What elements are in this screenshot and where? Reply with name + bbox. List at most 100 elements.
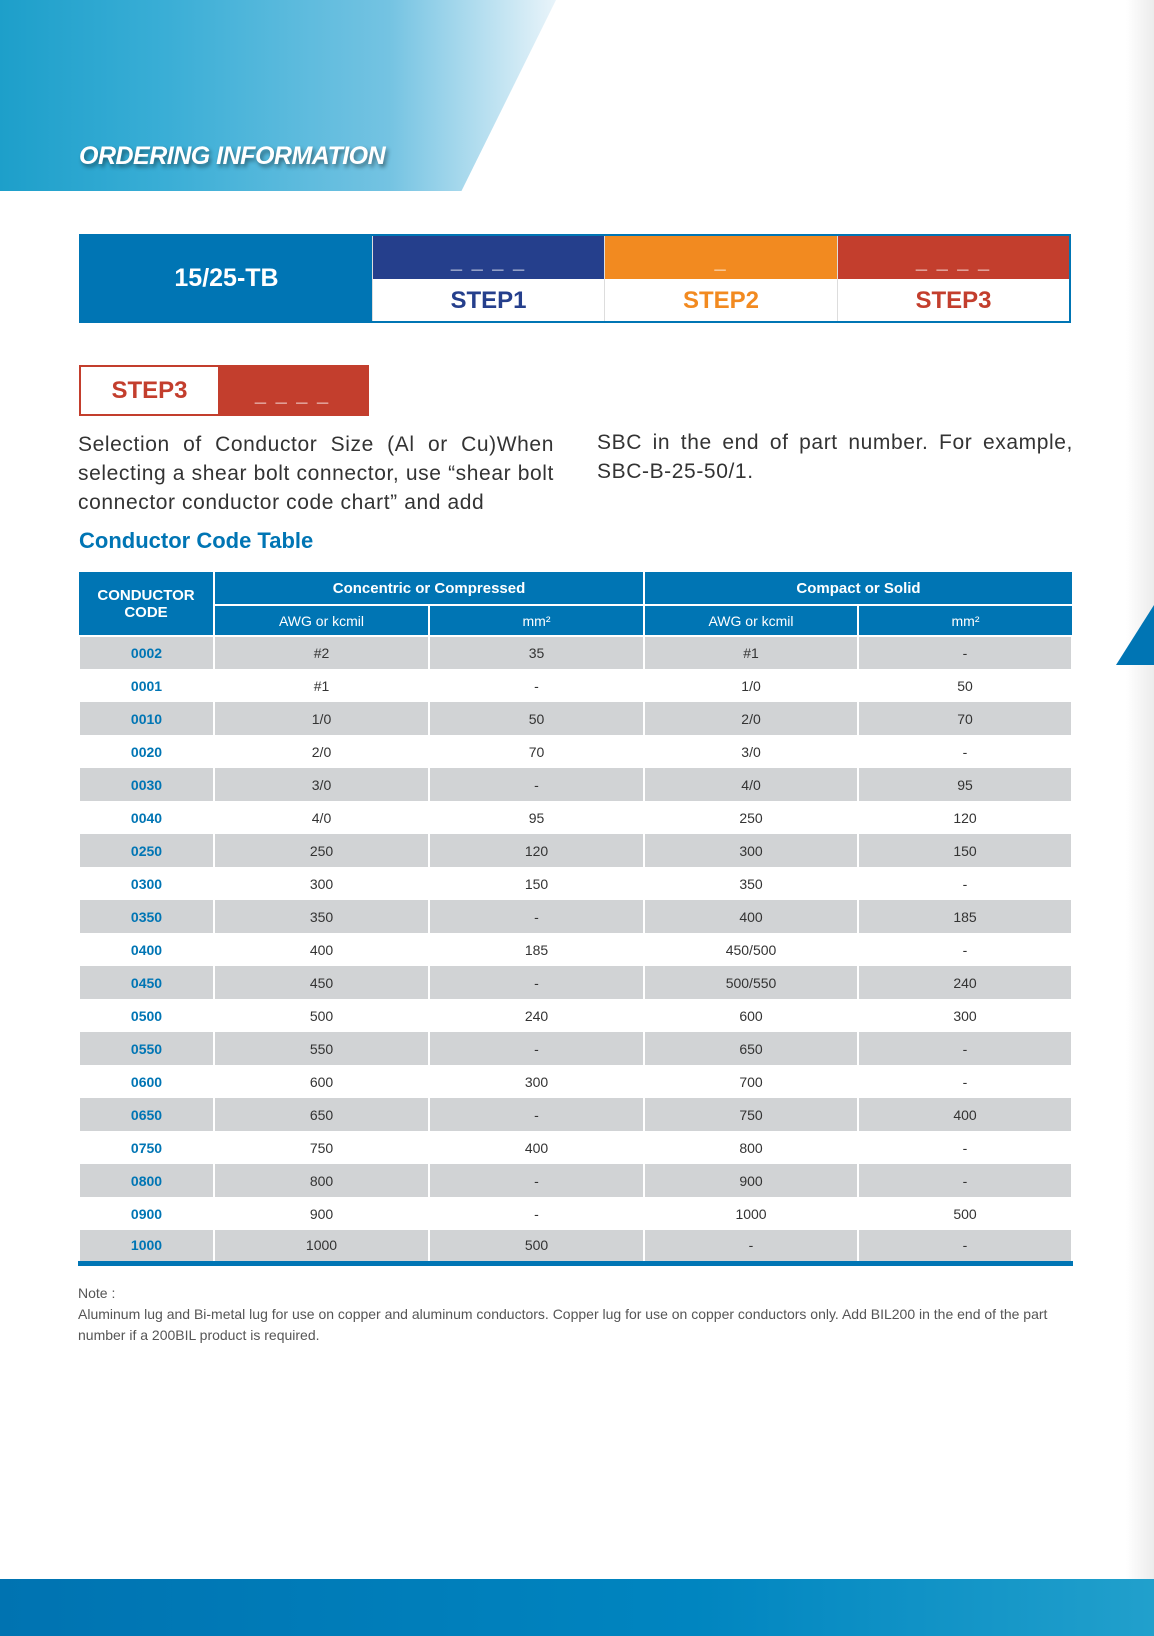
table-cell: 350 <box>643 867 860 900</box>
table-cell: 120 <box>857 801 1074 834</box>
footer-bar <box>0 1579 1154 1636</box>
table-cell: - <box>857 867 1074 900</box>
header-mm2-1: mm² <box>427 605 646 637</box>
table-cell: - <box>427 768 646 801</box>
conductor-code: 0750 <box>78 1131 215 1164</box>
table-cell: 400 <box>643 900 860 933</box>
table-cell: - <box>427 966 646 999</box>
conductor-code: 0040 <box>78 801 215 834</box>
note-label: Note : <box>78 1285 116 1301</box>
table-cell: - <box>857 1131 1074 1164</box>
table-cell: - <box>643 1230 860 1266</box>
header-mm2-2: mm² <box>857 605 1073 637</box>
table-cell: 2/0 <box>213 735 430 768</box>
table-row: 0010 1/0 50 2/0 70 <box>78 702 1074 735</box>
step3-description-right: SBC in the end of part number. For examp… <box>597 431 1073 483</box>
table-cell: - <box>427 1164 646 1197</box>
table-row: 0030 3/0-4/0 95 <box>78 768 1074 801</box>
table-cell: - <box>857 1065 1074 1098</box>
table-cell: 3/0 <box>643 735 860 768</box>
step2-placeholder: _ <box>605 236 837 279</box>
table-cell: 900 <box>213 1197 430 1230</box>
table-cell: 1/0 <box>213 702 430 735</box>
table-cell: 300 <box>213 867 430 900</box>
table-cell: 250 <box>643 801 860 834</box>
conductor-code: 1000 <box>78 1230 215 1266</box>
table-row: 0250 250 120 300 150 <box>78 834 1074 867</box>
table-cell: 240 <box>427 999 646 1032</box>
table-cell: 600 <box>643 999 860 1032</box>
table-cell: 240 <box>857 966 1074 999</box>
table-cell: 650 <box>643 1032 860 1065</box>
step3-heading: STEP3 _ _ _ _ <box>79 365 369 416</box>
table-cell: #1 <box>213 669 430 702</box>
table-cell: 185 <box>857 900 1074 933</box>
conductor-code: 0400 <box>78 933 215 966</box>
table-cell: #1 <box>643 636 860 669</box>
conductor-code: 0450 <box>78 966 215 999</box>
header-compact: Compact or Solid <box>643 572 1073 606</box>
table-cell: 3/0 <box>213 768 430 801</box>
table-row: 0400 400 185 450/500- <box>78 933 1074 966</box>
table-cell: 150 <box>857 834 1074 867</box>
table-cell: 4/0 <box>213 801 430 834</box>
table-row: 0002 #2 35 #1- <box>78 636 1074 669</box>
header-awg-1: AWG or kcmil <box>213 605 430 637</box>
table-row: 0600 600 300 700- <box>78 1065 1074 1098</box>
table-cell: 150 <box>427 867 646 900</box>
table-cell: 4/0 <box>643 768 860 801</box>
table-cell: - <box>427 1197 646 1230</box>
header-concentric: Concentric or Compressed <box>212 572 646 606</box>
table-row: 0350 350-400 185 <box>78 900 1074 933</box>
page-title: ORDERING INFORMATION <box>79 142 386 170</box>
table-cell: 600 <box>213 1065 430 1098</box>
table-cell: 450 <box>213 966 430 999</box>
conductor-code: 0500 <box>78 999 215 1032</box>
table-cell: - <box>857 1230 1074 1266</box>
step2-cell: _ STEP2 <box>604 236 837 321</box>
table-cell: 500 <box>857 1197 1074 1230</box>
step2-label: STEP2 <box>682 287 760 314</box>
table-cell: 800 <box>213 1164 430 1197</box>
conductor-code: 0800 <box>78 1164 215 1197</box>
table-cell: - <box>427 1032 646 1065</box>
table-cell: - <box>857 1032 1074 1065</box>
table-title: Conductor Code Table <box>79 528 314 553</box>
table-cell: - <box>427 1098 646 1131</box>
step3-cell: _ _ _ _ STEP3 <box>837 236 1069 321</box>
table-cell: 95 <box>857 768 1074 801</box>
conductor-code: 0001 <box>78 669 215 702</box>
note-text: Aluminum lug and Bi-metal lug for use on… <box>78 1306 1048 1343</box>
table-cell: - <box>857 1164 1074 1197</box>
table-cell: 1000 <box>213 1230 430 1266</box>
note: Note : Aluminum lug and Bi-metal lug for… <box>78 1283 1073 1346</box>
table-cell: - <box>427 900 646 933</box>
table-cell: 400 <box>857 1098 1074 1131</box>
step3-description-left: Selection of Conductor Size (Al or Cu)Wh… <box>78 433 554 514</box>
table-cell: 750 <box>643 1098 860 1131</box>
conductor-code: 0002 <box>78 636 215 669</box>
table-cell: 70 <box>427 735 646 768</box>
table-cell: 900 <box>643 1164 860 1197</box>
conductor-code-table: CONDUCTOR CODE Concentric or Compressed … <box>78 572 1074 1266</box>
table-row: 0040 4/0 95 250 120 <box>78 801 1074 834</box>
table-cell: 300 <box>857 999 1074 1032</box>
table-row: 0001 #1-1/0 50 <box>78 669 1074 702</box>
table-cell: 500/550 <box>643 966 860 999</box>
conductor-code: 0030 <box>78 768 215 801</box>
part-number: 15/25-TB <box>174 264 279 292</box>
conductor-code: 0900 <box>78 1197 215 1230</box>
table-row: 0500 500 240 600 300 <box>78 999 1074 1032</box>
table-cell: 300 <box>427 1065 646 1098</box>
table-cell: 1/0 <box>643 669 860 702</box>
table-cell: 50 <box>857 669 1074 702</box>
table-row: 0020 2/0 70 3/0- <box>78 735 1074 768</box>
table-row: 0550 550-650- <box>78 1032 1074 1065</box>
table-cell: 500 <box>213 999 430 1032</box>
table-cell: - <box>857 735 1074 768</box>
table-cell: - <box>427 669 646 702</box>
step3-heading-label: STEP3 <box>81 367 218 414</box>
conductor-code: 0250 <box>78 834 215 867</box>
table-cell: 700 <box>643 1065 860 1098</box>
table-row: 0900 900-1000 500 <box>78 1197 1074 1230</box>
